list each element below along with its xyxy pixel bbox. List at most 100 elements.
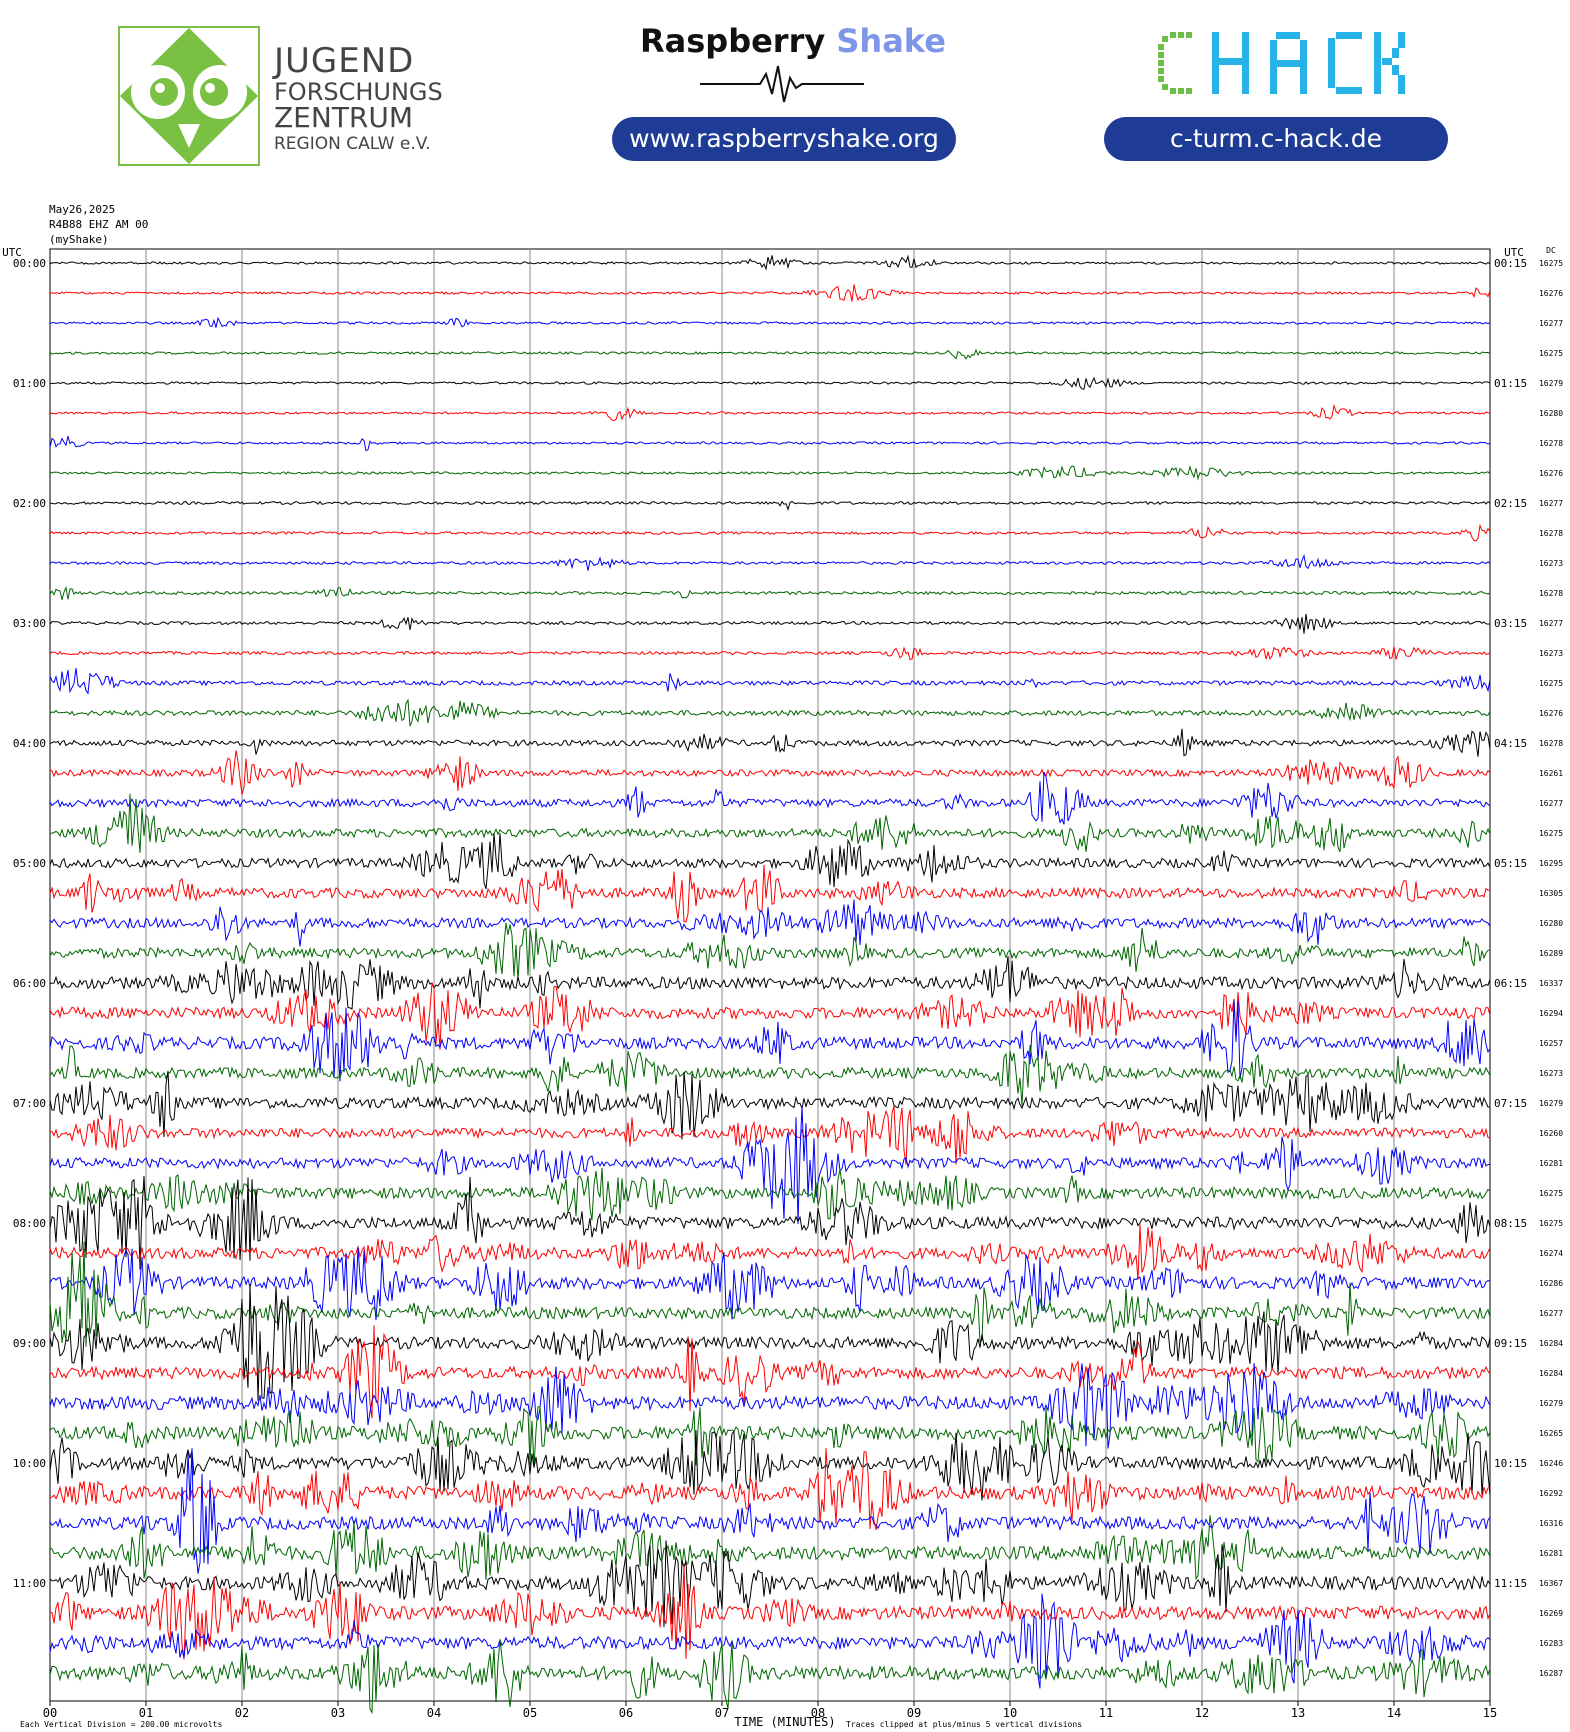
dc-offset-label: 16273: [1539, 649, 1563, 658]
station-metadata: May26,2025 R4B88 EHZ AM 00 (myShake): [49, 202, 148, 247]
rs-brand-shake: Shake: [836, 22, 946, 60]
trace-line: [49, 793, 1491, 853]
hour-label-right: 02:15: [1494, 497, 1527, 510]
jfz-organisation-name: JUGEND FORSCHUNGS ZENTRUM REGION CALW e.…: [274, 44, 443, 153]
dc-offset-label: 16292: [1539, 1489, 1563, 1498]
trace-line: [49, 771, 1491, 825]
trace-line: [49, 833, 1491, 890]
hour-label-left: 05:00: [13, 857, 46, 870]
trace-line: [49, 316, 1491, 328]
trace-line: [49, 864, 1491, 923]
trace-line: [49, 646, 1491, 661]
dc-offset-label: 16275: [1539, 259, 1563, 268]
trace-line: [49, 982, 1491, 1050]
hour-label-right: 03:15: [1494, 617, 1527, 630]
trace-line: [49, 1363, 1491, 1449]
trace-line: [50, 500, 1491, 512]
trace-line: [49, 1448, 1490, 1531]
hour-label-left: 01:00: [13, 377, 46, 390]
x-tick-label: 12: [1195, 1706, 1209, 1720]
x-tick-label: 03: [331, 1706, 345, 1720]
trace-line: [49, 1247, 1491, 1321]
trace-line: [49, 1044, 1491, 1106]
x-tick-label: 02: [235, 1706, 249, 1720]
trace-line: [49, 1406, 1491, 1467]
trace-line: [49, 1284, 1491, 1401]
trace-line: [49, 1175, 1491, 1270]
hour-label-left: 07:00: [13, 1097, 46, 1110]
raspberry-shake-logo: Raspberry Shake: [640, 22, 946, 60]
hour-label-right: 01:15: [1494, 377, 1527, 390]
org-line-3: ZENTRUM: [274, 101, 414, 134]
data-source: (myShake): [49, 233, 109, 246]
chack-logo: [1158, 32, 1405, 94]
hour-label-right: 06:15: [1494, 977, 1527, 990]
dc-offset-label: 16246: [1539, 1459, 1563, 1468]
seismic-wave-icon: [700, 65, 864, 103]
hour-label-right: 07:15: [1494, 1097, 1527, 1110]
rs-brand-raspberry: Raspberry: [640, 22, 826, 60]
chack-pixel-letters: [1158, 32, 1405, 94]
trace-line: [49, 922, 1491, 981]
dc-offset-label: 16276: [1539, 289, 1563, 298]
dc-offset-label: 16275: [1539, 679, 1563, 688]
x-tick-label: 13: [1291, 1706, 1305, 1720]
helicorder-plot: 00 01 02 03 04 05 06 07 08 09 10 11 12 13 14 15 UTC UTC DC…: [2, 246, 1563, 1729]
owl-logo-icon: [118, 26, 260, 166]
trace-line: [49, 899, 1491, 947]
raspberry-shake-url-link[interactable]: www.raspberryshake.org: [612, 117, 956, 161]
dc-offset-label: 16275: [1539, 1189, 1563, 1198]
hour-label-left: 10:00: [13, 1457, 46, 1470]
axis-labels: 00 01 02 03 04 05 06 07 08 09 10 11 12 13 14 15 UTC UTC DC…: [2, 246, 1563, 1729]
x-tick-label: 14: [1387, 1706, 1401, 1720]
hour-label-left: 03:00: [13, 617, 46, 630]
dc-offset-label: 16294: [1539, 1009, 1563, 1018]
x-tick-label: 09: [907, 1706, 921, 1720]
trace-line: [49, 435, 1491, 452]
trace-line: [49, 1224, 1491, 1280]
dc-offset-label: 16367: [1539, 1579, 1563, 1588]
dc-offset-label: 16261: [1539, 769, 1563, 778]
trace-line: [49, 1167, 1491, 1221]
hour-label-right: 00:15: [1494, 257, 1527, 270]
dc-offset-label: 16277: [1539, 619, 1563, 628]
trace-line: [49, 1106, 1491, 1165]
trace-line: [49, 956, 1491, 1010]
trace-line: [49, 1106, 1491, 1225]
dc-offset-label: 16273: [1539, 1069, 1563, 1078]
dc-offset-label: 16278: [1539, 589, 1563, 598]
dc-offset-label: 16277: [1539, 1309, 1563, 1318]
dc-offset-label: 16305: [1539, 889, 1563, 898]
trace-line: [49, 728, 1491, 757]
clip-footnote: Traces clipped at plus/minus 5 vertical …: [846, 1720, 1082, 1729]
x-tick-label: 11: [1099, 1706, 1113, 1720]
dc-offset-label: 16287: [1539, 1669, 1563, 1678]
dc-offset-label: 16283: [1539, 1639, 1563, 1648]
chack-url-link[interactable]: c-turm.c-hack.de: [1104, 117, 1448, 161]
x-tick-label: 05: [523, 1706, 537, 1720]
dc-offset-label: 16273: [1539, 559, 1563, 568]
trace-line: [49, 750, 1491, 796]
trace-line: [49, 254, 1491, 271]
right-axis-title: UTC: [1504, 246, 1524, 259]
trace-line: [49, 1639, 1491, 1715]
dc-offset-label: 16278: [1539, 739, 1563, 748]
left-axis-title: UTC: [2, 246, 22, 259]
trace-line: [49, 348, 1491, 360]
x-tick-label: 07: [715, 1706, 729, 1720]
hour-label-left: 00:00: [13, 257, 46, 270]
dc-offset-label: 16289: [1539, 949, 1563, 958]
hour-label-left: 08:00: [13, 1217, 46, 1230]
org-line-4: REGION CALW e.V.: [274, 134, 431, 154]
dc-offset-label: 16316: [1539, 1519, 1563, 1528]
dc-offset-label: 16279: [1539, 379, 1563, 388]
trace-line: [49, 1593, 1491, 1689]
dc-offset-label: 16276: [1539, 709, 1563, 718]
trace-line: [49, 1241, 1491, 1347]
dc-offset-label: 16260: [1539, 1129, 1563, 1138]
trace-line: [49, 1430, 1491, 1501]
trace-line: [49, 1070, 1491, 1140]
dc-offset-label: 16277: [1539, 799, 1563, 808]
hour-label-right: 04:15: [1494, 737, 1527, 750]
hour-label-left: 11:00: [13, 1577, 46, 1590]
